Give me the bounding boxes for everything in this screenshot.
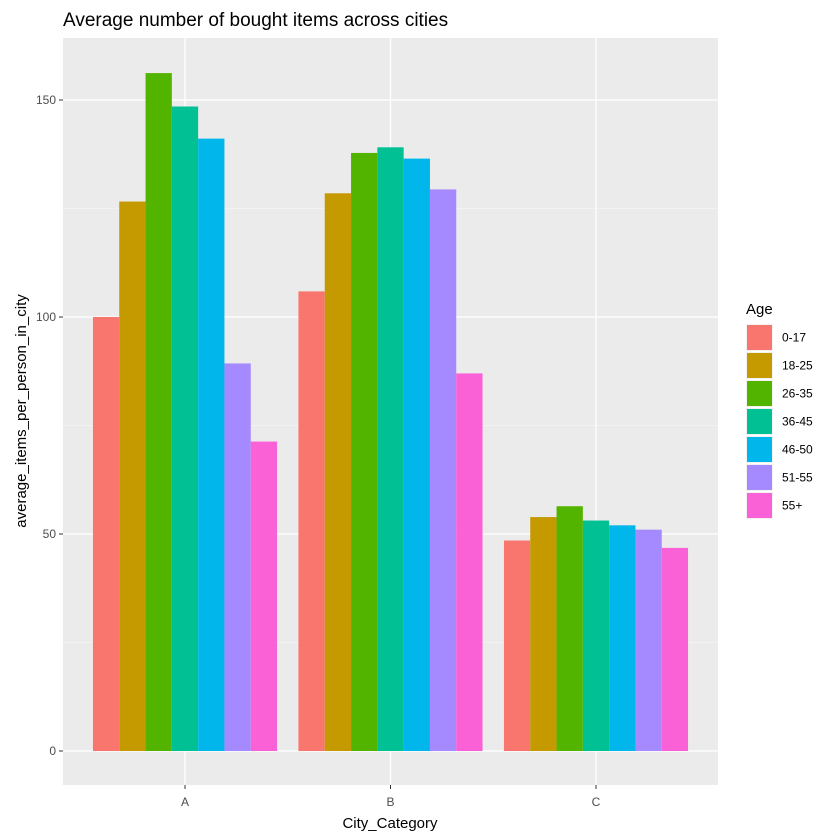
bar-C-55+ — [661, 547, 689, 751]
bar-C-26-35 — [556, 506, 583, 751]
legend-label: 36-45 — [782, 415, 813, 429]
bar-B-51-55 — [429, 189, 457, 752]
bar-B-26-35 — [351, 152, 378, 751]
bar-A-51-55 — [224, 363, 251, 751]
bar-A-18-25 — [119, 201, 146, 751]
legend-title: Age — [746, 301, 773, 318]
y-axis: 0 50 100 150 — [36, 93, 63, 758]
x-axis: A B C — [181, 785, 601, 809]
y-tick-label: 0 — [49, 744, 56, 758]
legend-swatch-26-35 — [747, 381, 772, 406]
x-tick-label: B — [386, 795, 394, 809]
y-tick-label: 50 — [43, 527, 57, 541]
y-tick-label: 100 — [36, 310, 56, 324]
y-axis-title: average_items_per_person_in_city — [13, 294, 30, 528]
legend-swatch-46-50 — [747, 437, 772, 462]
bar-A-46-50 — [198, 138, 225, 752]
legend-swatch-18-25 — [747, 353, 772, 378]
legend: Age 0-17 18-25 26-35 36-45 46-50 51-55 55+ — [746, 301, 813, 519]
bars — [92, 73, 689, 752]
legend-label: 26-35 — [782, 387, 813, 401]
bar-A-36-45 — [171, 106, 199, 751]
legend-swatch-0-17 — [747, 325, 772, 350]
x-tick-label: A — [181, 795, 189, 809]
bar-B-36-45 — [377, 147, 404, 751]
legend-swatch-51-55 — [747, 465, 772, 490]
bar-B-55+ — [456, 373, 483, 751]
bar-B-0-17 — [298, 291, 325, 751]
x-tick-label: C — [592, 795, 601, 809]
bar-A-26-35 — [145, 73, 172, 752]
chart-title: Average number of bought items across ci… — [63, 10, 448, 31]
y-tick-label: 150 — [36, 93, 56, 107]
bar-C-18-25 — [530, 517, 557, 751]
legend-swatch-36-45 — [747, 409, 772, 434]
bar-B-46-50 — [403, 158, 430, 752]
bar-A-55+ — [250, 441, 278, 751]
legend-label: 46-50 — [782, 443, 813, 457]
bar-C-36-45 — [582, 520, 610, 751]
legend-label: 55+ — [782, 499, 802, 513]
legend-label: 51-55 — [782, 471, 813, 485]
legend-label: 18-25 — [782, 359, 813, 373]
bar-B-18-25 — [324, 193, 352, 751]
legend-swatch-55+ — [747, 493, 772, 518]
bar-A-0-17 — [92, 317, 120, 751]
x-axis-title: City_Category — [342, 815, 438, 832]
bar-C-0-17 — [503, 540, 531, 751]
bar-C-46-50 — [609, 525, 636, 751]
legend-label: 0-17 — [782, 331, 806, 345]
bar-C-51-55 — [635, 529, 662, 751]
